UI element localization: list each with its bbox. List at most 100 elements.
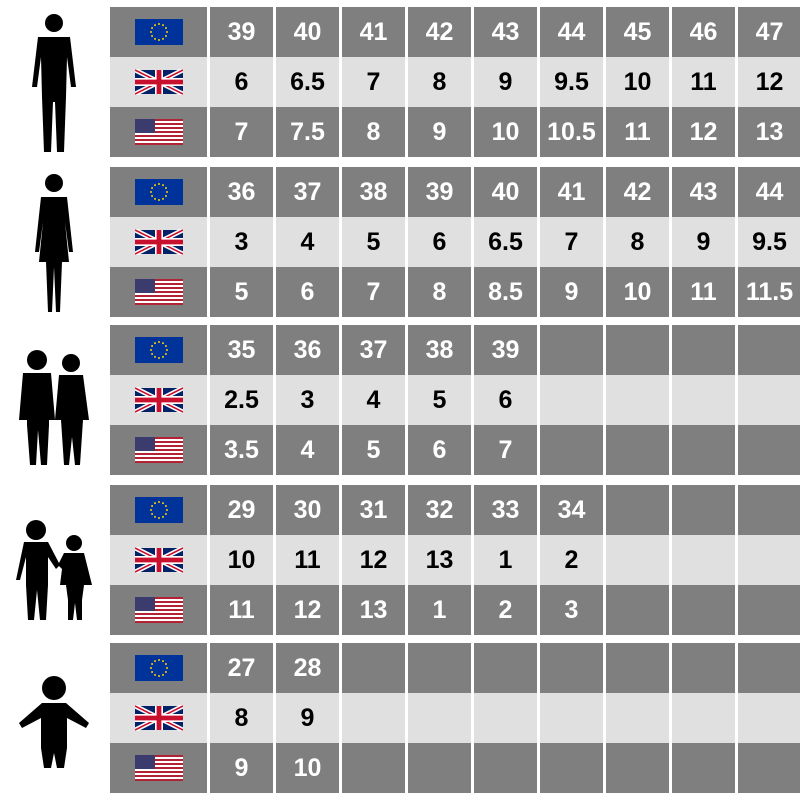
size-cell: 5 <box>342 425 405 475</box>
size-cell <box>474 693 537 743</box>
us-flag-icon <box>110 107 207 157</box>
size-cell: 9 <box>474 57 537 107</box>
size-cell: 10 <box>210 535 273 585</box>
size-cell: 36 <box>276 325 339 375</box>
size-cell: 8 <box>408 267 471 317</box>
size-cell: 10.5 <box>540 107 603 157</box>
size-cell: 10 <box>606 57 669 107</box>
size-cell: 6 <box>408 425 471 475</box>
size-cell: 2 <box>474 585 537 635</box>
size-cell: 6.5 <box>276 57 339 107</box>
size-cell: 8 <box>342 107 405 157</box>
size-cell: 3 <box>276 375 339 425</box>
size-cell <box>672 643 735 693</box>
size-cell <box>672 743 735 793</box>
eu-flag-icon <box>110 7 207 57</box>
size-cell: 42 <box>408 7 471 57</box>
size-cell: 13 <box>408 535 471 585</box>
children-icon <box>0 485 108 635</box>
size-cell: 4 <box>342 375 405 425</box>
size-cell: 36 <box>210 167 273 217</box>
size-cell: 33 <box>474 485 537 535</box>
size-cell: 6.5 <box>474 217 537 267</box>
size-row-uk: 2.5 3 4 5 6 <box>110 375 800 425</box>
size-group: 35 36 37 38 39 2.5 3 4 5 6 3.5 4 5 6 7 <box>0 325 800 475</box>
eu-flag-icon <box>110 643 207 693</box>
size-cell: 29 <box>210 485 273 535</box>
size-cell <box>672 425 735 475</box>
size-group: 27 28 8 9 9 10 <box>0 643 800 793</box>
size-row-us: 7 7.5 8 9 10 10.5 11 12 13 <box>110 107 800 157</box>
size-cell <box>738 425 800 475</box>
size-cell: 3.5 <box>210 425 273 475</box>
size-cell <box>342 743 405 793</box>
size-cell: 9 <box>672 217 735 267</box>
size-cell <box>342 693 405 743</box>
size-cell: 42 <box>606 167 669 217</box>
size-cell <box>738 375 800 425</box>
size-cell: 10 <box>276 743 339 793</box>
size-cell: 10 <box>474 107 537 157</box>
size-cell <box>540 643 603 693</box>
size-cell: 9.5 <box>540 57 603 107</box>
uk-flag-icon <box>110 693 207 743</box>
size-cell <box>540 743 603 793</box>
size-cell: 7 <box>210 107 273 157</box>
size-cell: 3 <box>540 585 603 635</box>
size-cell: 39 <box>408 167 471 217</box>
size-cell <box>474 643 537 693</box>
size-cell <box>738 643 800 693</box>
size-cell <box>606 693 669 743</box>
size-cell: 10 <box>606 267 669 317</box>
size-cell: 5 <box>408 375 471 425</box>
size-row-uk: 3 4 5 6 6.5 7 8 9 9.5 <box>110 217 800 267</box>
size-cell: 40 <box>276 7 339 57</box>
size-cell <box>408 643 471 693</box>
size-cell: 41 <box>342 7 405 57</box>
size-cell: 6 <box>474 375 537 425</box>
size-cell: 35 <box>210 325 273 375</box>
size-cell: 1 <box>408 585 471 635</box>
size-cell: 7 <box>342 267 405 317</box>
uk-flag-icon <box>110 217 207 267</box>
size-cell: 9.5 <box>738 217 800 267</box>
size-cell <box>342 643 405 693</box>
size-cell <box>606 425 669 475</box>
size-cell: 45 <box>606 7 669 57</box>
eu-flag-icon <box>110 167 207 217</box>
size-cell: 41 <box>540 167 603 217</box>
size-cell <box>540 375 603 425</box>
size-cell <box>738 693 800 743</box>
size-cell: 37 <box>342 325 405 375</box>
size-cell: 1 <box>474 535 537 585</box>
size-cell: 12 <box>672 107 735 157</box>
size-cell <box>540 325 603 375</box>
size-cell: 9 <box>210 743 273 793</box>
size-row-eu: 39 40 41 42 43 44 45 46 47 <box>110 7 800 57</box>
size-cell <box>738 325 800 375</box>
size-cell <box>672 375 735 425</box>
size-row-uk: 6 6.5 7 8 9 9.5 10 11 12 <box>110 57 800 107</box>
size-cell: 7 <box>540 217 603 267</box>
size-cell <box>672 585 735 635</box>
size-cell <box>672 693 735 743</box>
size-row-eu: 29 30 31 32 33 34 <box>110 485 800 535</box>
size-row-us: 3.5 4 5 6 7 <box>110 425 800 475</box>
size-cell: 13 <box>342 585 405 635</box>
size-cell: 46 <box>672 7 735 57</box>
teens-icon <box>0 325 108 475</box>
size-cell: 44 <box>738 167 800 217</box>
size-cell <box>606 375 669 425</box>
size-row-us: 9 10 <box>110 743 800 793</box>
size-cell <box>738 535 800 585</box>
size-cell: 12 <box>276 585 339 635</box>
size-cell: 11.5 <box>738 267 800 317</box>
size-row-eu: 35 36 37 38 39 <box>110 325 800 375</box>
size-cell: 11 <box>672 267 735 317</box>
size-cell: 47 <box>738 7 800 57</box>
size-cell <box>606 643 669 693</box>
size-cell <box>738 485 800 535</box>
size-cell: 43 <box>672 167 735 217</box>
size-cell: 11 <box>210 585 273 635</box>
size-cell <box>540 693 603 743</box>
